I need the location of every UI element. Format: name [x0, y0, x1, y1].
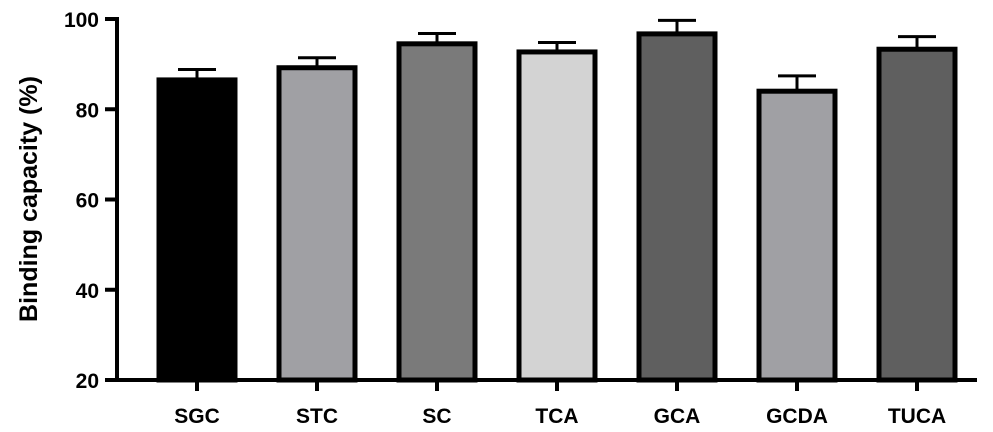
y-tick-label-20: 20 [76, 370, 99, 393]
x-tick-label-gca: GCA [654, 405, 701, 428]
plot-area [156, 18, 958, 383]
x-axis: SGC STC SC TCA GCA GCDA TUCA [115, 378, 977, 428]
y-axis-title: Binding capacity (%) [15, 76, 43, 322]
bar-tuca [876, 46, 958, 383]
y-axis: 20 40 60 80 100 [64, 9, 119, 393]
y-tick-label-80: 80 [76, 99, 99, 122]
y-tick-label-40: 40 [76, 280, 99, 303]
y-tick-label-60: 60 [76, 190, 99, 213]
bar-stc [276, 65, 358, 383]
x-tick-label-sgc: SGC [174, 405, 220, 428]
x-tick-label-sc: SC [422, 405, 451, 428]
bar-sc [396, 41, 478, 383]
x-tick-label-stc: STC [296, 405, 338, 428]
x-tick-label-gcda: GCDA [766, 405, 828, 428]
x-tick-label-tuca: TUCA [888, 405, 946, 428]
bar-sgc [156, 77, 238, 383]
bar-tca [516, 49, 598, 383]
x-tick-label-tca: TCA [535, 405, 578, 428]
bar-gca [636, 31, 718, 383]
y-tick-label-100: 100 [64, 9, 99, 32]
bar-gcda [756, 88, 838, 383]
